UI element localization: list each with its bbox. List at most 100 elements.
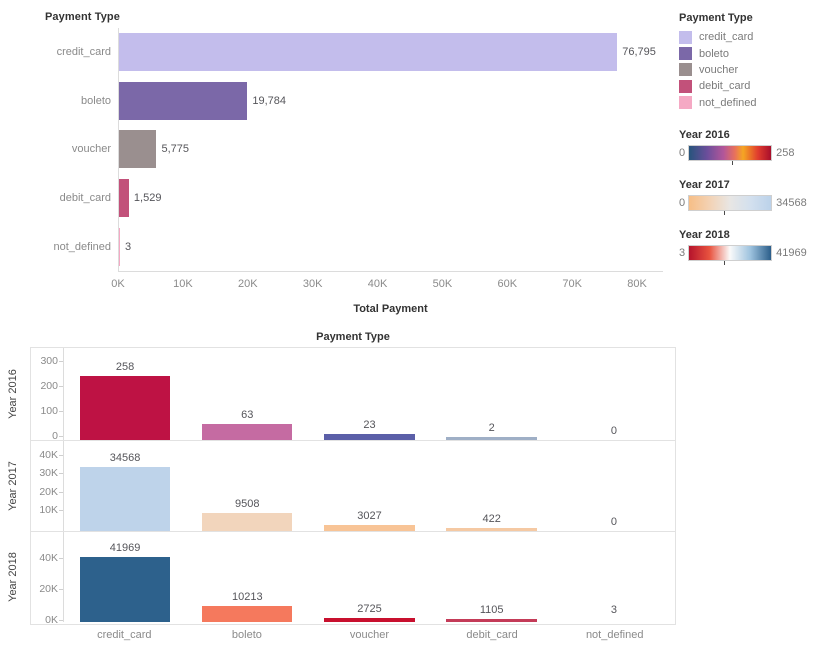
horizontal-bar-row: voucher 5,775 — [72, 125, 664, 174]
bottom-x-axis-tick-label: voucher — [349, 629, 390, 641]
vertical-bar-value-label: 422 — [482, 513, 501, 525]
top-chart-title: Payment Type — [45, 11, 120, 23]
y-axis-tick-label: 0K — [45, 614, 63, 626]
horizontal-bar[interactable] — [119, 130, 157, 169]
vertical-bar[interactable] — [202, 606, 293, 622]
legend-item[interactable]: not_defined — [679, 95, 814, 111]
vertical-bar[interactable] — [568, 619, 660, 622]
panel-y-axis: 40K 20K 0K — [31, 532, 64, 626]
vertical-bar-slot: 2725 — [308, 532, 430, 622]
vertical-bar-slot: 41969 — [64, 532, 186, 622]
y-axis-tick-label: 300 — [40, 355, 63, 367]
horizontal-bar-row: debit_card 1,529 — [60, 174, 664, 223]
legend-gradient-tick — [731, 160, 733, 165]
vertical-bar-slot: 422 — [431, 441, 553, 531]
vertical-bar-value-label: 3027 — [357, 510, 382, 523]
panel-y-axis-label: Year 2018 — [5, 532, 21, 622]
panel-y-axis-label-text: Year 2016 — [7, 369, 20, 419]
vertical-bar-slot: 34568 — [64, 441, 186, 531]
vertical-bar[interactable] — [202, 424, 293, 440]
legend-gradient-block: Year 2017 0 34568 — [679, 178, 814, 215]
legend-panel: Payment Type credit_card boleto voucher deb… — [679, 12, 814, 265]
panel-y-axis-label: Year 2017 — [5, 441, 21, 531]
bottom-chart-panels: Year 2016 300 200 100 0 258 63 23 2 0 Year 2017 40K… — [7, 347, 676, 626]
horizontal-bar-category-label: boleto — [81, 94, 111, 107]
x-axis-tick-label: 80K — [627, 278, 647, 290]
legend-item-list: credit_card boleto voucher debit_card not_de… — [679, 29, 814, 111]
y-axis-tick-label: 100 — [40, 405, 63, 417]
vertical-bar-value-label: 34568 — [109, 451, 141, 464]
legend-item-label: voucher — [699, 63, 739, 76]
legend-item[interactable]: voucher — [679, 62, 814, 78]
bottom-chart-title: Payment Type — [316, 331, 390, 343]
yearly-payment-type-bar-chart: Payment Type Year 2016 300 200 100 0 258 63 23 2… — [0, 325, 700, 651]
legend-color-swatch — [679, 47, 692, 61]
horizontal-bar[interactable] — [119, 227, 120, 266]
x-axis-tick-label: 0K — [111, 278, 125, 290]
legend-item[interactable]: credit_card — [679, 29, 814, 45]
vertical-bar-slot: 10213 — [186, 532, 308, 622]
vertical-bar[interactable] — [79, 466, 171, 531]
legend-gradient-min-value: 0 — [679, 146, 686, 159]
vertical-bar[interactable] — [79, 375, 171, 440]
legend-gradient-row: 0 34568 — [679, 194, 814, 215]
vertical-bar-slot: 3027 — [308, 441, 430, 531]
vertical-bar[interactable] — [324, 525, 415, 531]
vertical-bar[interactable] — [79, 557, 171, 622]
legend-gradient-max-value: 34568 — [776, 196, 807, 209]
vertical-bar-value-label: 2 — [488, 422, 495, 434]
legend-item-label: credit_card — [699, 31, 754, 44]
legend-gradient-title: Year 2017 — [679, 178, 730, 191]
top-chart-plot-area: credit_card 76,795 boleto 19,784 voucher 5,77… — [54, 28, 664, 271]
bottom-chart-x-axis: credit_card boleto voucher debit_card not_de… — [63, 627, 676, 647]
vertical-bar-slot: 9508 — [186, 441, 308, 531]
vertical-bar[interactable] — [446, 437, 537, 440]
legend-item-label: not_defined — [699, 96, 757, 109]
x-axis-tick-label: 20K — [237, 278, 258, 290]
horizontal-bar-category-label: debit_card — [59, 192, 111, 205]
vertical-bar[interactable] — [324, 434, 415, 440]
year-panel: Year 2017 40K 30K 20K 10K 34568 9508 3027 422 0 — [7, 440, 675, 531]
vertical-bar-value-label: 1105 — [479, 604, 504, 616]
horizontal-bar-value-label: 5,775 — [161, 143, 189, 156]
legend-color-swatch — [679, 63, 692, 77]
legend-gradient-block: Year 2018 3 41969 — [679, 229, 814, 265]
vertical-bar-slot: 0 — [553, 441, 675, 531]
vertical-bar[interactable] — [324, 617, 415, 622]
vertical-bar-value-label: 0 — [610, 516, 617, 528]
panel-y-axis-label-text: Year 2018 — [7, 552, 20, 602]
bottom-x-axis-tick-label: debit_card — [466, 629, 518, 641]
y-axis-tick-label: 40K — [39, 448, 63, 461]
legend-gradient-bar[interactable] — [688, 194, 773, 215]
y-axis-tick-label: 40K — [39, 552, 63, 565]
horizontal-bar-category-label: credit_card — [56, 46, 111, 59]
legend-title: Payment Type — [679, 12, 753, 24]
legend-gradient-min-value: 3 — [679, 246, 686, 259]
vertical-bar[interactable] — [202, 513, 293, 531]
y-axis-tick-label: 20K — [39, 583, 63, 596]
x-axis-tick-label: 50K — [432, 278, 453, 290]
horizontal-bar[interactable] — [119, 33, 618, 72]
vertical-bar-value-label: 63 — [241, 409, 254, 422]
y-axis-tick-label: 200 — [40, 380, 63, 392]
x-axis-tick-label: 60K — [497, 278, 518, 290]
vertical-bar[interactable] — [446, 528, 537, 531]
legend-gradient-bar[interactable] — [688, 144, 773, 165]
legend-gradient-tick — [724, 210, 726, 215]
horizontal-bar[interactable] — [119, 179, 129, 218]
horizontal-bar-value-label: 76,795 — [622, 46, 656, 59]
horizontal-bar-value-label: 19,784 — [252, 94, 287, 107]
legend-item[interactable]: boleto — [679, 45, 814, 61]
legend-color-swatch — [679, 30, 692, 44]
horizontal-bar[interactable] — [119, 81, 248, 120]
y-axis-tick-label: 0 — [52, 430, 63, 442]
legend-gradient-row: 0 258 — [679, 144, 814, 165]
legend-item[interactable]: debit_card — [679, 78, 814, 94]
legend-gradient-row: 3 41969 — [679, 244, 814, 265]
bottom-x-axis-tick-label: not_defined — [585, 629, 644, 641]
vertical-bar[interactable] — [446, 619, 537, 622]
panel-plot-area: 258 63 23 2 0 — [64, 348, 675, 440]
legend-gradient-bar[interactable] — [688, 244, 773, 265]
legend-gradient-list: Year 2016 0 258 Year 2017 0 34568 Year 2018 3 41… — [679, 129, 814, 265]
legend-color-swatch — [679, 96, 692, 110]
